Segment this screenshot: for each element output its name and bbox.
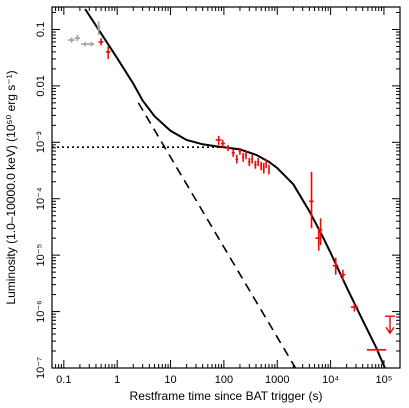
y-axis-label: Luminosity (1.0–10000.0 keV) (10⁵⁰ erg s… <box>4 70 18 304</box>
y-tick-label: 10⁻³ <box>35 131 47 153</box>
x-tick-label: 1000 <box>265 374 289 386</box>
data-point <box>220 139 226 148</box>
upper-limit-marker <box>385 315 396 335</box>
model-curves <box>52 8 387 368</box>
data-point <box>248 157 251 167</box>
data-point <box>238 147 242 155</box>
data-point <box>262 162 265 174</box>
data-point <box>81 41 89 47</box>
x-tick-label: 0.1 <box>56 374 71 386</box>
x-tick-label: 10 <box>164 374 176 386</box>
data-point <box>332 257 339 275</box>
data-point <box>231 149 235 157</box>
data-point <box>350 303 359 312</box>
solid-model-line <box>84 8 387 368</box>
tick-labels: 0.1 1 10 100 1000 10⁴ 10⁵ 10⁻⁷ 10⁻⁶ 10⁻⁵ 10⁻⁴ 10⁻³ 0… <box>35 22 392 386</box>
data-point <box>242 152 245 162</box>
data-point <box>245 151 247 160</box>
data-point <box>215 135 222 145</box>
x-tick-label: 10⁵ <box>376 374 393 386</box>
x-tick-label: 100 <box>215 374 233 386</box>
y-tick-label: 10⁻⁷ <box>35 357 47 379</box>
data-point <box>257 157 260 167</box>
data-point <box>235 154 239 164</box>
data-point <box>88 41 95 47</box>
x-axis-label: Restframe time since BAT trigger (s) <box>130 389 323 403</box>
dashed-model-line <box>137 102 297 368</box>
data-points <box>68 21 396 353</box>
data-point <box>98 38 104 46</box>
y-tick-label: 10⁻⁶ <box>35 300 47 323</box>
y-tick-label: 0.1 <box>35 22 47 37</box>
data-point <box>97 21 101 35</box>
data-point <box>318 218 323 246</box>
data-point <box>366 347 387 353</box>
data-point <box>74 34 80 42</box>
upper-limit-arrowhead <box>385 326 395 335</box>
data-point <box>226 144 230 152</box>
tick-marks <box>51 7 401 369</box>
y-tick-label: 0.01 <box>35 75 47 96</box>
data-point <box>251 154 254 164</box>
data-point <box>265 159 267 169</box>
data-point <box>68 37 75 43</box>
data-point <box>309 171 314 229</box>
x-tick-label: 10⁴ <box>322 374 339 386</box>
x-tick-label: 1 <box>114 374 120 386</box>
data-point <box>254 160 257 169</box>
data-point <box>260 161 263 171</box>
y-tick-label: 10⁻⁴ <box>35 187 47 210</box>
data-point <box>268 164 270 175</box>
data-point <box>106 46 111 59</box>
plot-frame <box>51 6 401 369</box>
y-tick-label: 10⁻⁵ <box>35 244 47 267</box>
data-point <box>339 269 346 281</box>
